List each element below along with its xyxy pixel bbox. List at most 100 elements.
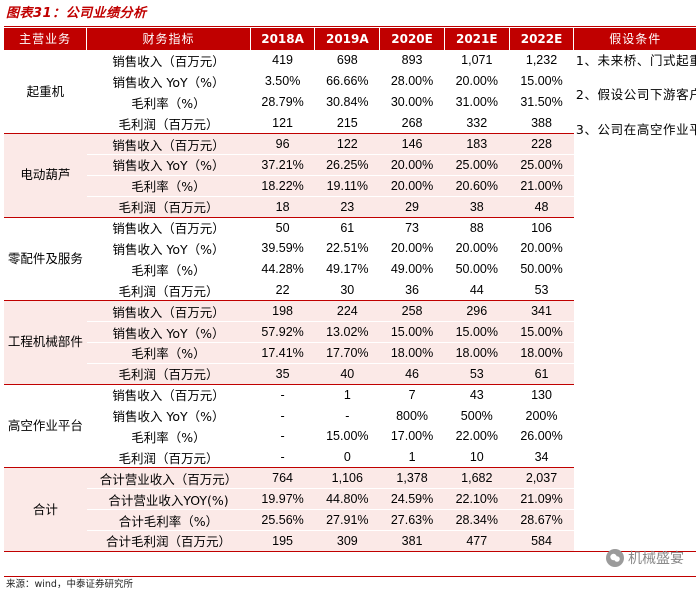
value-cell: 18.00% [379,341,445,364]
value-cell: 800% [379,404,445,427]
value-cell: 18.00% [444,341,510,364]
value-cell: 18.22% [250,174,315,197]
value-cell: 215 [314,112,380,135]
value-cell: 20.00% [444,70,510,92]
metric-label: 销售收入 YoY（%） [86,70,251,92]
value-cell: 24.59% [379,488,445,510]
metric-label: 销售收入 YoY（%） [86,153,251,176]
segment-name: 高空作业平台 [4,383,87,469]
value-cell: 20.00% [379,174,445,197]
value-cell: 130 [509,383,574,406]
value-cell: 25.00% [509,153,574,176]
value-cell: 30 [314,279,380,302]
value-cell: 584 [509,529,574,552]
value-cell: 28.67% [509,509,574,531]
value-cell: 23 [314,195,380,218]
value-cell: 36 [379,279,445,302]
table-row: 高空作业平台 销售收入（百万元） -1 7 43 130 [4,383,696,469]
value-cell: 53 [444,362,510,385]
value-cell: 500% [444,404,510,427]
value-cell: 228 [509,133,574,155]
value-cell: 26.25% [314,153,380,176]
value-cell: 39.59% [250,237,315,259]
footer-rule [4,576,696,577]
value-cell: 0 [314,446,380,469]
value-cell: 106 [509,216,574,239]
value-cell: 764 [250,467,315,489]
value-cell: 20.00% [379,237,445,259]
header-year: 2020E [379,28,445,50]
table-row: 起重机 销售收入（百万元） 419 698 893 1,071 1,232 1、未来桥、门式起… [4,49,696,552]
table-row: 毛利率（%） -15.00% 17.00% 22.00% 26.00% [4,425,696,447]
header-year: 2018A [249,28,315,50]
table-row: 销售收入 YoY（%） - -800% 500% 200% [4,404,696,427]
metric-label: 合计营业收入YOY(%) [86,488,251,510]
value-cell: 50.00% [509,258,574,280]
value-cell: 29 [379,195,445,218]
value-cell: 15.00% [444,321,510,343]
value-cell: 198 [250,300,315,322]
value-cell: 61 [509,362,574,385]
value-cell: - [314,404,380,427]
value-cell: 20.60% [444,174,510,197]
value-cell: 477 [444,529,510,552]
table-row: 合计毛利润（百万元） 195 309 381 477 584 [4,529,696,552]
table-row: 销售收入 YoY（%） 39.59% 22.51% 20.00% 20.00% 20.00… [4,237,696,259]
table-row: 毛利润（百万元） 22 30 36 44 53 [4,279,696,302]
value-cell: 44.80% [314,488,380,510]
table-row: 毛利率（%） 28.79% 30.84% 30.00% 31.00% 31.50% [4,91,696,113]
segment-name: 合计 [4,467,87,552]
value-cell: 1,378 [379,467,445,489]
value-cell: 48 [509,195,574,218]
value-cell: - [250,383,315,406]
value-cell: 122 [314,133,380,155]
value-cell: 1 [314,383,380,406]
value-cell: 22 [250,279,315,302]
metric-label: 合计毛利润（百万元） [86,529,251,552]
table-row: 电动葫芦 销售收入（百万元） 96 122 146 183 228 [4,133,696,218]
value-cell: 30.84% [314,91,380,113]
value-cell: 15.00% [314,425,380,447]
title-rule [4,26,696,27]
value-cell: 25.00% [444,153,510,176]
watermark-text: 机械盛宴 [628,551,684,567]
value-cell: 44 [444,279,510,302]
value-cell: 341 [509,300,574,322]
value-cell: 13.02% [314,321,380,343]
value-cell: 332 [444,112,510,135]
header-metric: 财务指标 [86,28,251,50]
value-cell: 183 [444,133,510,155]
value-cell: 28.79% [250,91,315,113]
table-row: 毛利润（百万元） 18 23 29 38 48 [4,195,696,218]
value-cell: 22.00% [444,425,510,447]
value-cell: 31.50% [509,91,574,113]
metric-label: 销售收入（百万元） [86,49,251,71]
value-cell: 28.00% [379,70,445,92]
value-cell: 20.00% [444,237,510,259]
metric-label: 销售收入 YoY（%） [86,237,251,259]
value-cell: 296 [444,300,510,322]
value-cell: 195 [250,529,315,552]
metric-label: 毛利率（%） [86,174,251,197]
table-row: 销售收入 YoY（%） 37.21% 26.25% 20.00% 25.00% 25.00… [4,153,696,176]
assumptions-cell: 1、未来桥、门式起重机市场集中度有望持续提升，公司高端桥、门式起重机具备较强竞争… [573,49,696,552]
metric-label: 毛利率（%） [86,91,251,113]
watermark: 机械盛宴 [606,548,684,568]
figure-title: 图表31：公司业绩分析 [6,6,147,21]
table-row: 合计 合计营业收入（百万元） 764 1,106 1,378 1,682 2,037 [4,467,696,552]
metric-label: 毛利率（%） [86,258,251,280]
value-cell: 19.97% [250,488,315,510]
wechat-icon [606,549,624,567]
value-cell: 25.56% [250,509,315,531]
value-cell: 50.00% [444,258,510,280]
value-cell: 21.00% [509,174,574,197]
value-cell: 224 [314,300,380,322]
segment-name: 起重机 [4,49,87,135]
value-cell: 268 [379,112,445,135]
value-cell: 40 [314,362,380,385]
value-cell: 20.00% [379,153,445,176]
value-cell: 88 [444,216,510,239]
assumption-paragraph: 3、公司在高空作业平台领域大力布局，预计将在未来几年产品逐步放量，高空作业平台业… [575,121,696,137]
value-cell: 1,682 [444,467,510,489]
value-cell: 31.00% [444,91,510,113]
